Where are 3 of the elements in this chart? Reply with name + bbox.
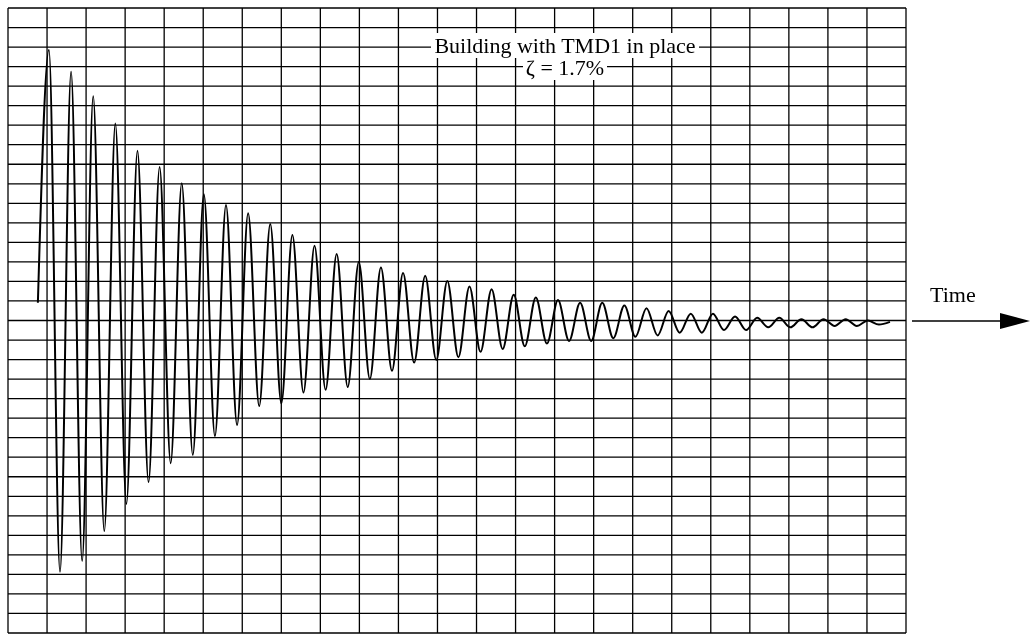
annotation: ζ = 1.7% [522, 55, 608, 80]
annotation: Building with TMD1 in place [431, 33, 699, 58]
x-axis-title: Time [930, 282, 976, 308]
